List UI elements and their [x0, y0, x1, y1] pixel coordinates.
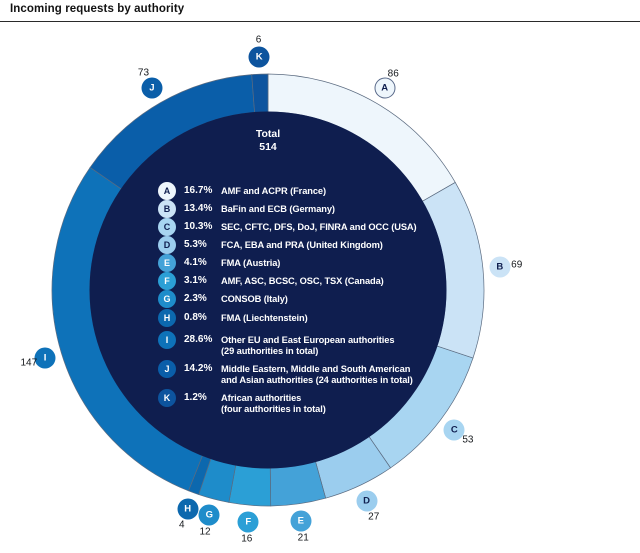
legend-row-E: E 4.1% FMA (Austria) [158, 254, 280, 272]
legend-badge-H: H [158, 309, 176, 327]
legend-percent-B: 13.4% [184, 203, 213, 214]
legend-row-B: B 13.4% BaFin and ECB (Germany) [158, 200, 335, 218]
chart-total: Total 514 [256, 128, 280, 153]
segment-count-K: 6 [255, 34, 262, 46]
legend-label-G: CONSOB (Italy) [221, 293, 288, 304]
legend-badge-K: K [158, 389, 176, 407]
legend-row-K: K 1.2% African authorities (four authoriti… [158, 389, 326, 416]
legend-percent-K: 1.2% [184, 392, 207, 403]
legend-row-D: D 5.3% FCA, EBA and PRA (United Kingdom) [158, 236, 383, 254]
legend-label-A: AMF and ACPR (France) [221, 185, 326, 196]
title-divider [0, 21, 640, 22]
segment-count-H: 4 [179, 519, 185, 531]
segment-count-G: 12 [199, 526, 211, 538]
legend-badge-G: G [158, 290, 176, 308]
legend-row-H: H 0.8% FMA (Liechtenstein) [158, 309, 308, 327]
segment-count-E: 21 [297, 532, 309, 543]
chart-title: Incoming requests by authority [10, 3, 185, 15]
total-label: Total [255, 128, 281, 140]
segment-marker-J: J [141, 77, 163, 99]
legend-row-F: F 3.1% AMF, ASC, BCSC, OSC, TSX (Canada) [158, 272, 384, 290]
legend-label-E: FMA (Austria) [221, 257, 281, 268]
legend-label-F: AMF, ASC, BCSC, OSC, TSX (Canada) [221, 275, 384, 286]
legend-label-I: Other EU and East European authorities (… [221, 334, 395, 357]
total-value: 514 [259, 140, 277, 153]
legend-percent-C: 10.3% [184, 221, 213, 232]
segment-count-J: 73 [137, 67, 150, 79]
legend-label-J: Middle Eastern, Middle and South America… [221, 363, 413, 386]
legend-percent-G: 2.3% [184, 293, 207, 304]
segment-marker-F: F [237, 511, 259, 533]
segment-marker-D: D [356, 490, 378, 512]
legend-badge-B: B [158, 200, 176, 218]
legend-row-C: C 10.3% SEC, CFTC, DFS, DoJ, FINRA and OCC… [158, 218, 417, 236]
segment-marker-A: A [374, 77, 396, 99]
segment-marker-I: I [34, 347, 56, 369]
segment-marker-E: E [290, 510, 312, 532]
segment-marker-K: K [248, 46, 270, 68]
donut-segment-E [269, 461, 327, 507]
donut-segment-F [228, 464, 272, 507]
legend-row-A: A 16.7% AMF and ACPR (France) [158, 182, 326, 200]
legend-row-I: I 28.6% Other EU and East European authori… [158, 331, 394, 358]
legend-badge-F: F [158, 272, 176, 290]
segment-marker-G: G [198, 504, 220, 526]
legend-percent-D: 5.3% [184, 239, 207, 250]
segment-marker-C: C [443, 419, 465, 441]
legend-badge-D: D [158, 236, 176, 254]
segment-count-I: 147 [20, 357, 38, 369]
legend-badge-E: E [158, 254, 176, 272]
legend-badge-C: C [158, 218, 176, 236]
legend-label-D: FCA, EBA and PRA (United Kingdom) [221, 239, 383, 250]
legend-percent-I: 28.6% [184, 334, 213, 345]
legend-badge-I: I [158, 331, 176, 349]
legend-percent-E: 4.1% [184, 257, 207, 268]
segment-marker-H: H [177, 498, 199, 520]
segment-count-F: 16 [241, 533, 253, 545]
legend-row-J: J 14.2% Middle Eastern, Middle and South A… [158, 360, 413, 387]
segment-count-A: 86 [387, 68, 399, 80]
segment-count-D: 27 [368, 511, 380, 523]
legend-percent-J: 14.2% [184, 363, 213, 374]
legend-badge-A: A [158, 182, 176, 200]
legend-percent-A: 16.7% [184, 185, 213, 196]
legend-label-H: FMA (Liechtenstein) [221, 312, 308, 323]
segment-marker-B: B [489, 256, 511, 278]
legend-label-C: SEC, CFTC, DFS, DoJ, FINRA and OCC (USA) [221, 221, 417, 232]
legend-label-K: African authorities (four authorities in… [221, 392, 326, 415]
legend-label-B: BaFin and ECB (Germany) [221, 203, 335, 214]
legend-percent-H: 0.8% [184, 312, 207, 323]
donut-segment-K [251, 73, 269, 113]
segment-count-B: 69 [511, 259, 523, 271]
segment-count-C: 53 [462, 434, 474, 446]
donut-hole [89, 111, 447, 469]
legend-row-G: G 2.3% CONSOB (Italy) [158, 290, 288, 308]
legend-badge-J: J [158, 360, 176, 378]
legend-percent-F: 3.1% [184, 275, 207, 286]
